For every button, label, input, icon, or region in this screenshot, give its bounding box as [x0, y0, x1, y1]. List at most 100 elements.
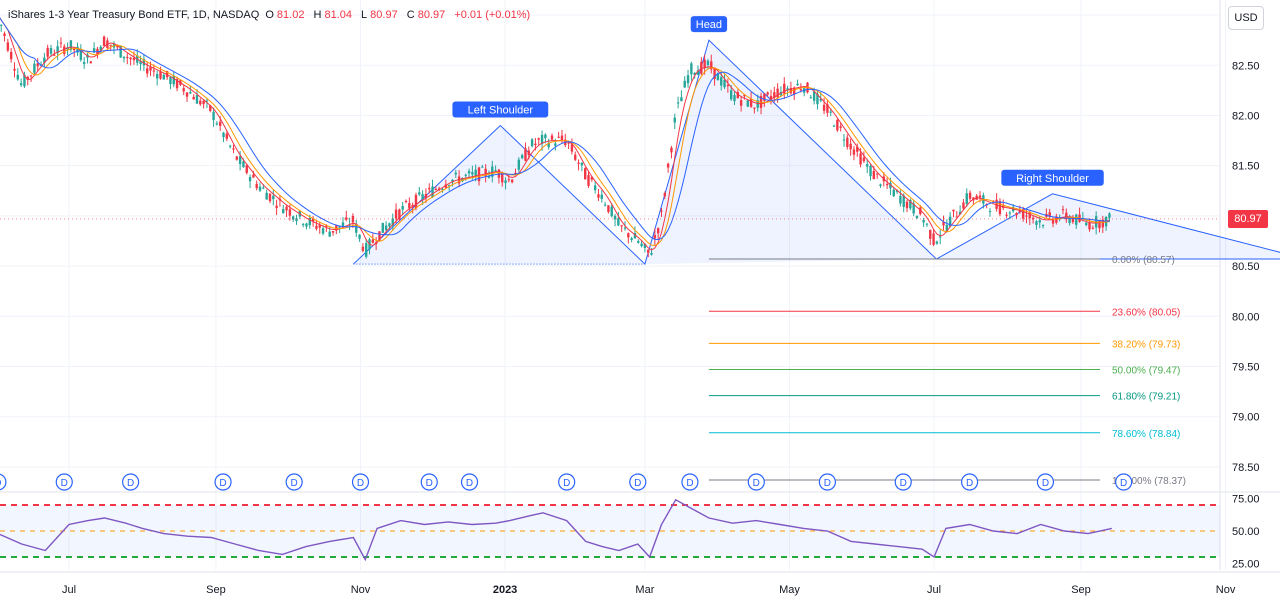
fib-level-label: 0.00% (80.57)	[1112, 255, 1175, 266]
candle-body	[1108, 213, 1111, 218]
candle-body	[361, 246, 365, 251]
dividend-label: D	[466, 478, 473, 489]
candle-body	[245, 165, 248, 173]
candle-body	[988, 211, 992, 213]
close-key: C	[406, 9, 415, 21]
candle-body	[394, 209, 398, 219]
candle-body	[912, 203, 915, 214]
candle-body	[398, 209, 401, 220]
candle-body	[839, 126, 842, 128]
candle-body	[401, 206, 404, 210]
pattern-fill	[936, 193, 1280, 260]
candle-body	[899, 195, 902, 204]
candle-body	[391, 218, 394, 227]
candle-body	[680, 97, 683, 102]
price-tick-label: 80.00	[1232, 311, 1260, 323]
fib-level-label: 38.20% (79.73)	[1112, 339, 1180, 350]
candle-body	[534, 143, 537, 145]
symbol-title: iShares 1-3 Year Treasury Bond ETF, 1D, …	[8, 9, 260, 21]
close-value: 80.97	[417, 9, 446, 21]
candle-body	[1008, 212, 1012, 214]
candle-body	[43, 57, 46, 63]
candle-body	[537, 138, 540, 140]
candle-body	[199, 100, 202, 105]
candle-body	[766, 92, 769, 95]
candle-body	[849, 143, 852, 150]
dividend-marker	[351, 473, 370, 491]
candle-body	[660, 210, 663, 212]
candle-body	[338, 226, 341, 228]
candle-body	[288, 209, 292, 216]
candle-body	[325, 225, 328, 227]
price-tick-label: 82.00	[1232, 110, 1260, 122]
candle-body	[743, 94, 746, 97]
price-tick-label: 82.50	[1232, 60, 1260, 72]
candle-body	[852, 149, 856, 155]
candle-body	[583, 168, 587, 180]
dividend-label: D	[127, 478, 134, 489]
candle-body	[272, 195, 275, 200]
candle-body	[670, 147, 673, 153]
candle-body	[212, 111, 215, 121]
candle-body	[574, 154, 577, 160]
time-tick-label: Sep	[1071, 584, 1091, 596]
candle-body	[421, 194, 424, 200]
dividend-label: D	[1042, 478, 1049, 489]
candle-body	[965, 193, 968, 204]
dividend-label: D	[0, 478, 2, 489]
candle-body	[952, 209, 955, 212]
candle-body	[560, 135, 564, 141]
candle-body	[726, 85, 730, 87]
time-tick-label: Nov	[351, 584, 371, 596]
candle-body	[172, 75, 175, 85]
candle-body	[829, 111, 832, 113]
candle-body	[590, 176, 594, 180]
candle-body	[683, 80, 686, 88]
candle-body	[301, 224, 305, 226]
dividend-marker	[747, 473, 765, 491]
candle-body	[491, 166, 494, 177]
candle-body	[69, 40, 73, 50]
candle-body	[520, 155, 524, 159]
candle-body	[872, 171, 876, 180]
candle-body	[942, 222, 945, 226]
rsi-tick-label: 50.00	[1232, 526, 1260, 538]
candle-body	[384, 225, 388, 231]
candle-body	[222, 132, 225, 138]
candle-body	[978, 195, 982, 198]
candle-body	[998, 201, 1002, 215]
candle-body	[56, 46, 59, 54]
symbol-legend[interactable]: iShares 1-3 Year Treasury Bond ETF, 1D, …	[8, 9, 533, 21]
open-key: O	[265, 9, 274, 21]
candle-body	[530, 139, 534, 147]
candle-body	[252, 174, 255, 178]
fib-level-label: 100.00% (78.37)	[1112, 476, 1186, 487]
candle-body	[175, 79, 179, 89]
candle-body	[643, 243, 647, 248]
candle-body	[610, 206, 613, 217]
candle-body	[673, 117, 676, 123]
candle-body	[1038, 220, 1041, 223]
candle-body	[411, 204, 414, 207]
candle-body	[527, 150, 530, 155]
candle-body	[305, 223, 308, 227]
candle-body	[268, 193, 272, 202]
candle-body	[793, 87, 796, 95]
candle-body	[630, 238, 633, 240]
currency-button[interactable]: USD	[1228, 6, 1264, 30]
candle-body	[816, 93, 819, 105]
candle-body	[371, 239, 375, 243]
dividend-label: D	[753, 478, 760, 489]
candle-body	[235, 156, 238, 160]
candle-body	[73, 48, 76, 51]
candle-body	[129, 57, 132, 60]
dividend-marker	[55, 473, 73, 491]
candle-body	[162, 74, 165, 80]
candle-body	[650, 253, 653, 255]
candle-body	[753, 107, 756, 109]
candle-body	[1075, 214, 1078, 225]
candle-body	[567, 141, 570, 144]
candle-body	[444, 184, 448, 188]
